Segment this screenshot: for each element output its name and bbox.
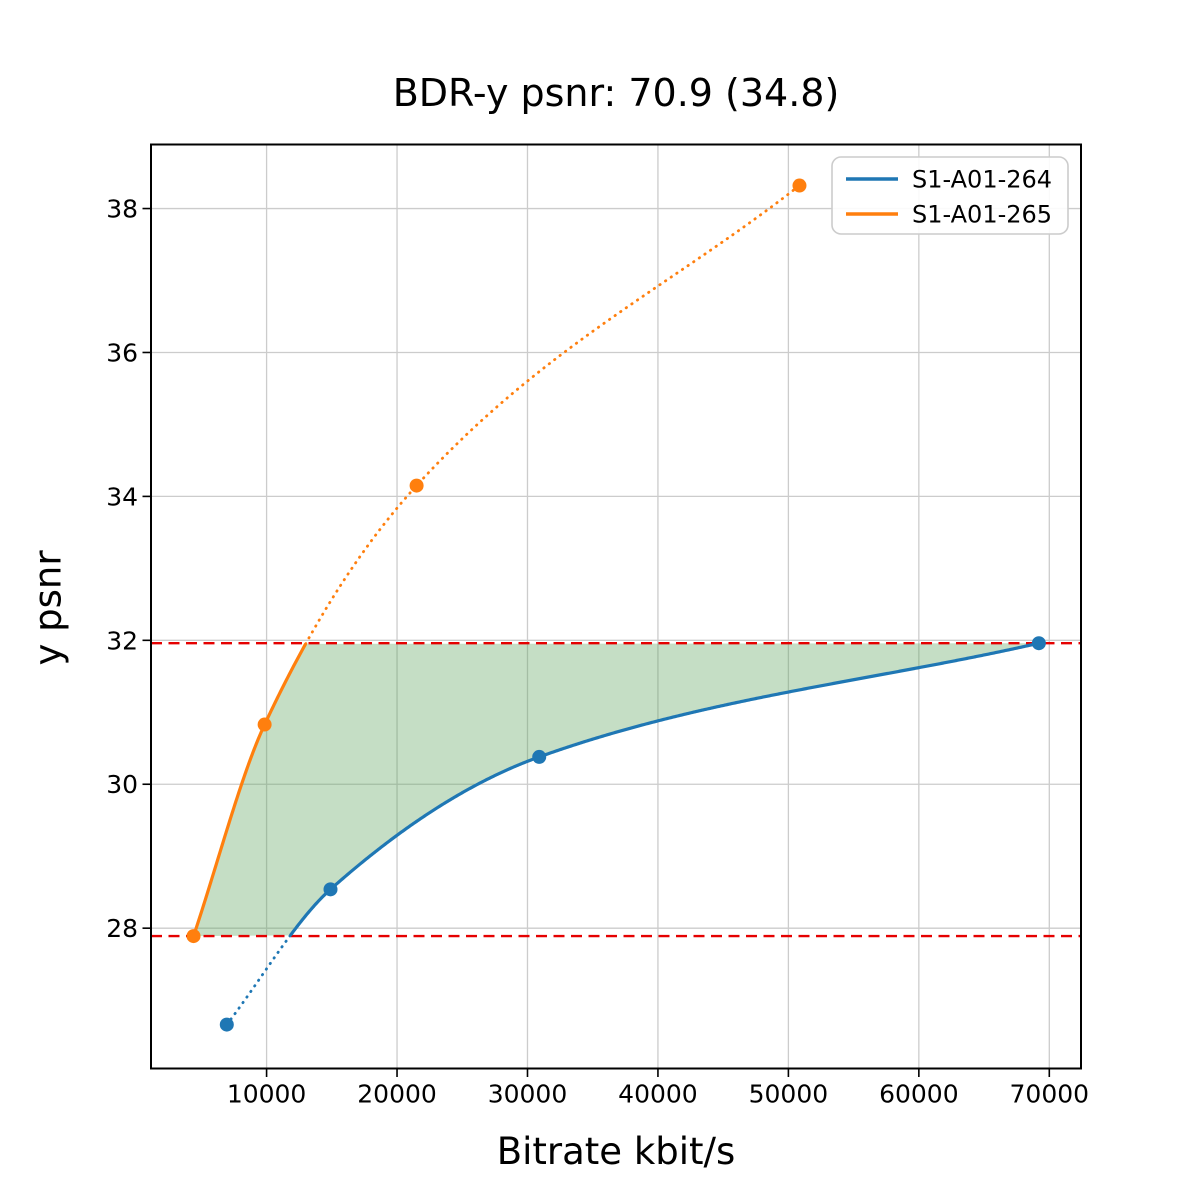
bd-rate-shaded-region <box>193 643 1039 937</box>
axes-spines <box>150 143 1082 1070</box>
svg-text:70000: 70000 <box>1010 1080 1090 1109</box>
svg-text:38: 38 <box>106 195 138 224</box>
svg-text:40000: 40000 <box>618 1080 698 1109</box>
y-tick-labels: 28 30 32 34 36 38 <box>106 195 138 944</box>
series-curve-S1-A01-264 <box>225 641 1040 1026</box>
svg-text:20000: 20000 <box>357 1080 437 1109</box>
x-axis-label: Bitrate kbit/s <box>496 1130 736 1173</box>
svg-text:10000: 10000 <box>227 1080 307 1109</box>
svg-text:50000: 50000 <box>749 1080 829 1109</box>
svg-text:28: 28 <box>106 914 138 943</box>
legend-label-S1-A01-264: S1-A01-264 <box>912 166 1052 194</box>
svg-text:32: 32 <box>106 626 138 655</box>
svg-text:30000: 30000 <box>488 1080 568 1109</box>
svg-text:34: 34 <box>106 482 138 511</box>
series-curve-S1-A01-265 <box>192 184 801 937</box>
svg-text:36: 36 <box>106 338 138 367</box>
legend: S1-A01-264 S1-A01-265 <box>831 156 1069 235</box>
y-axis-label: y psnr <box>26 550 70 666</box>
legend-label-S1-A01-265: S1-A01-265 <box>912 201 1052 229</box>
x-tick-labels: 10000 20000 30000 40000 50000 60000 70000 <box>227 1080 1089 1109</box>
chart-title: BDR-y psnr: 70.9 (34.8) <box>392 71 840 115</box>
svg-text:30: 30 <box>106 770 138 799</box>
axis-ticks <box>142 207 1051 1077</box>
series-markers-S1-A01-264 <box>219 636 1046 1032</box>
svg-text:60000: 60000 <box>879 1080 959 1109</box>
overlap-interval-lines <box>151 642 1081 938</box>
series-markers-S1-A01-265 <box>186 178 807 944</box>
